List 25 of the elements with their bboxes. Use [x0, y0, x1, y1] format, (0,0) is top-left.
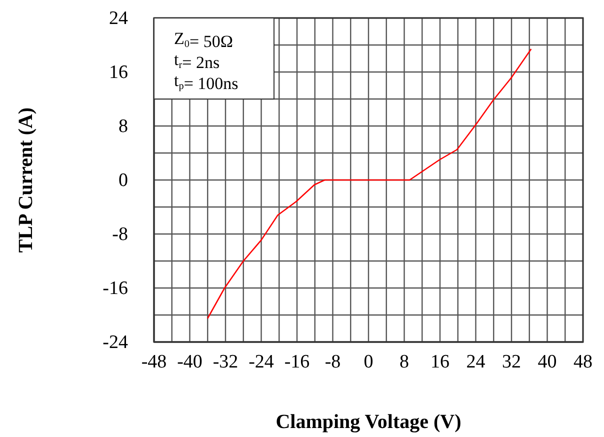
x-tick-label: 16 [430, 351, 450, 372]
x-tick-label: -24 [248, 351, 274, 372]
x-tick-label: 8 [400, 351, 409, 372]
y-tick-label: 16 [109, 62, 128, 84]
x-axis-title: Clamping Voltage (V) [276, 411, 462, 433]
y-tick-label: -16 [102, 278, 128, 300]
annotation: t$_{p}$= 100ns [174, 71, 238, 93]
x-tick-label: 24 [466, 351, 486, 372]
x-tick-label: -8 [324, 351, 341, 372]
annotation: t$_{r}$= 2ns [174, 50, 220, 72]
x-tick-label: 32 [502, 351, 521, 372]
y-axis-title: TLP Current (A) [15, 107, 37, 253]
y-tick-label: 8 [118, 116, 128, 138]
x-tick-label: -40 [177, 351, 202, 372]
y-tick-label: 24 [109, 8, 128, 30]
y-tick-label: -8 [112, 224, 128, 246]
y-tick-label: 0 [118, 170, 128, 192]
x-tick-label: 40 [538, 351, 557, 372]
x-tick-label: -16 [284, 351, 310, 372]
x-tick-label: 0 [364, 351, 374, 372]
annotation: Z$_{0}$= 50Ω [174, 29, 233, 51]
x-tick-label: -32 [212, 351, 238, 372]
x-tick-label: 48 [574, 351, 592, 372]
y-tick-label: -24 [102, 332, 128, 354]
x-tick-label: -48 [141, 351, 167, 372]
